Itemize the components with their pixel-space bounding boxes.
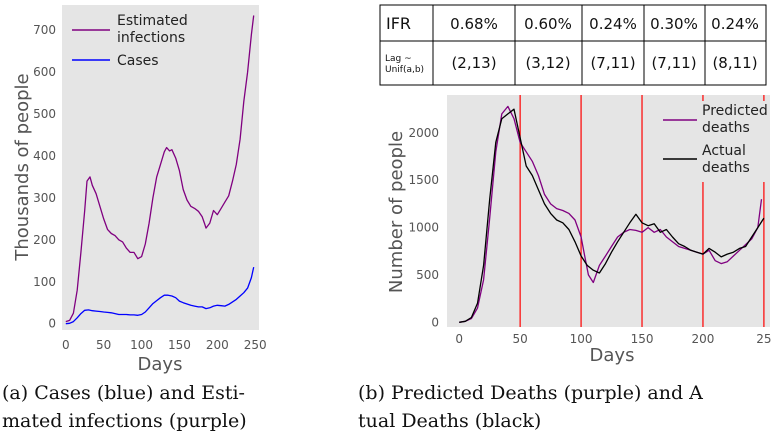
chart-b-series — [459, 105, 765, 323]
chart-a: 0 50 100 150 200 250 0 100 200 300 400 500 600 700 D… — [2, 5, 267, 432]
chart-b-x-ticks: 0 50 100 150 200 25 — [455, 332, 771, 346]
ifr-table-border — [379, 4, 767, 86]
chart-a-y-tick-label: 0 — [48, 317, 56, 331]
chart-a-series-line-estimated-infections — [65, 15, 255, 323]
chart-b-legend: Predicted deaths Actual deaths — [658, 101, 768, 182]
chart-a-y-tick-label: 700 — [33, 23, 56, 37]
chart-a-x-tick-label: 150 — [168, 338, 191, 352]
chart-b-caption-line1: (b) Predicted Deaths (purple) and A — [358, 382, 703, 404]
chart-b-y-tick-label: 1500 — [408, 173, 439, 187]
chart-a-x-tick-label: 100 — [130, 338, 153, 352]
chart-b-series-line-actual-deaths — [459, 108, 765, 323]
ifr-table-lag-label-line2: Unif(a,b) — [385, 65, 424, 75]
chart-b-legend-box — [658, 101, 766, 182]
chart-b-x-tick-label: 200 — [692, 332, 715, 346]
chart-a-x-tick-label: 250 — [244, 338, 267, 352]
chart-b-legend-label-actual-line1: Actual — [702, 143, 746, 159]
chart-b-y-tick-label: 0 — [431, 315, 439, 329]
chart-b-y-tick-label: 1000 — [408, 221, 439, 235]
chart-a-series-line-cases — [65, 266, 255, 325]
chart-a-y-tick-label: 100 — [33, 275, 56, 289]
chart-b-x-tick-label: 150 — [631, 332, 654, 346]
chart-a-y-tick-label: 500 — [33, 107, 56, 121]
ifr-table-cell-lag-label: Lag ~ Unif(a,b) — [385, 54, 424, 75]
chart-b-x-tick-label: 25 — [756, 332, 771, 346]
ifr-table-cell: (7,11) — [651, 54, 696, 72]
chart-a-x-tick-label: 200 — [206, 338, 229, 352]
ifr-table-cell: 0.60% — [524, 15, 572, 33]
chart-b-y-axis-label: Number of people — [386, 131, 407, 293]
ifr-table-cell: 0.30% — [650, 15, 698, 33]
chart-b-legend-label-actual-line2: deaths — [702, 160, 750, 176]
chart-a-legend: Estimated infections Cases — [66, 9, 212, 72]
chart-b-legend-label-predicted-line2: deaths — [702, 120, 750, 136]
chart-a-x-tick-label: 0 — [62, 338, 70, 352]
chart-b-legend-label-predicted-line1: Predicted — [702, 103, 768, 119]
chart-a-y-tick-label: 400 — [33, 149, 56, 163]
chart-a-series — [65, 15, 255, 325]
chart-a-caption-line1: (a) Cases (blue) and Esti- — [2, 382, 245, 404]
chart-a-legend-label-cases: Cases — [117, 53, 159, 69]
chart-b-y-tick-label: 2000 — [408, 126, 439, 140]
chart-b-y-ticks: 0 500 1000 1500 2000 — [408, 126, 439, 329]
chart-a-x-axis-label: Days — [138, 354, 183, 375]
chart-a-legend-label-infections-line1: Estimated — [117, 13, 188, 29]
ifr-table-cell: (3,12) — [525, 54, 570, 72]
ifr-table-cell-header: IFR — [386, 14, 411, 33]
ifr-table-cell: 0.24% — [711, 15, 759, 33]
chart-b-x-axis-label: Days — [590, 345, 635, 366]
ifr-table-cell: 0.24% — [589, 15, 637, 33]
chart-a-y-tick-label: 300 — [33, 191, 56, 205]
chart-a-caption-line2: mated infections (purple) — [2, 410, 247, 432]
chart-b-y-tick-label: 500 — [416, 268, 439, 282]
ifr-table-cell: (7,11) — [590, 54, 635, 72]
chart-a-y-ticks: 0 100 200 300 400 500 600 700 — [33, 23, 56, 331]
chart-b-caption-line2: tual Deaths (black) — [358, 410, 541, 432]
ifr-table: IFR 0.68% 0.60% 0.24% 0.30% 0.24% Lag ~ … — [379, 4, 767, 86]
chart-b-x-tick-label: 50 — [512, 332, 527, 346]
chart-a-y-tick-label: 200 — [33, 233, 56, 247]
chart-a-legend-label-infections-line2: infections — [117, 30, 185, 46]
chart-a-y-tick-label: 600 — [33, 65, 56, 79]
ifr-table-cell: (8,11) — [712, 54, 757, 72]
chart-b-x-tick-label: 0 — [455, 332, 463, 346]
chart-a-legend-box — [66, 9, 212, 72]
ifr-table-cell: 0.68% — [450, 15, 498, 33]
chart-a-x-ticks: 0 50 100 150 200 250 — [62, 338, 267, 352]
ifr-table-cell: (2,13) — [451, 54, 496, 72]
chart-b: 0 50 100 150 200 25 0 500 1000 1500 2000 Days Num… — [358, 95, 772, 432]
ifr-table-lag-label-line1: Lag ~ — [385, 54, 412, 64]
chart-b-series-line-predicted-deaths — [459, 105, 763, 323]
chart-b-x-tick-label: 100 — [570, 332, 593, 346]
chart-a-y-axis-label: Thousands of people — [12, 73, 33, 261]
chart-a-x-tick-label: 50 — [96, 338, 111, 352]
